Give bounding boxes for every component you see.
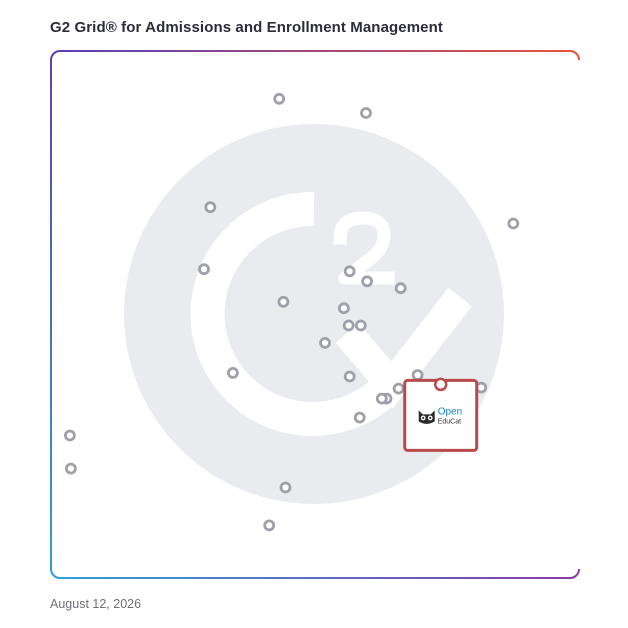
data-point-24[interactable] — [279, 481, 292, 494]
data-point-1[interactable] — [273, 92, 286, 105]
data-point-4[interactable] — [507, 217, 520, 230]
grid-frame — [50, 50, 580, 579]
chart-title: G2 Grid® for Admissions and Enrollment M… — [50, 19, 443, 36]
data-point-2[interactable] — [360, 107, 372, 119]
data-point-12[interactable] — [354, 319, 367, 332]
data-point-15[interactable] — [343, 370, 356, 383]
data-point-10[interactable] — [337, 302, 350, 315]
data-point-25[interactable] — [263, 519, 276, 532]
data-point-17[interactable] — [392, 382, 405, 395]
educat-logo-icon — [418, 410, 435, 424]
report-date: August 12, 2026 — [50, 597, 142, 611]
data-point-9[interactable] — [277, 295, 290, 308]
data-point-7[interactable] — [361, 275, 374, 288]
data-point-22[interactable] — [64, 429, 76, 442]
data-point-6[interactable] — [343, 265, 356, 278]
data-point-3[interactable] — [204, 201, 217, 214]
data-point-14[interactable] — [226, 366, 239, 379]
logo-text-educat: EduCat — [438, 418, 461, 425]
data-point-5[interactable] — [198, 263, 210, 276]
data-point-19[interactable] — [375, 392, 388, 405]
data-point-16[interactable] — [411, 369, 424, 381]
data-point-13[interactable] — [319, 336, 331, 349]
data-point-23[interactable] — [65, 462, 77, 475]
logo-text-open: Open — [438, 406, 462, 417]
highlighted-point[interactable] — [433, 377, 448, 392]
data-point-11[interactable] — [342, 319, 355, 332]
data-point-8[interactable] — [394, 282, 407, 295]
data-point-21[interactable] — [353, 411, 366, 424]
highlighted-product[interactable]: Open EduCat — [403, 377, 479, 452]
